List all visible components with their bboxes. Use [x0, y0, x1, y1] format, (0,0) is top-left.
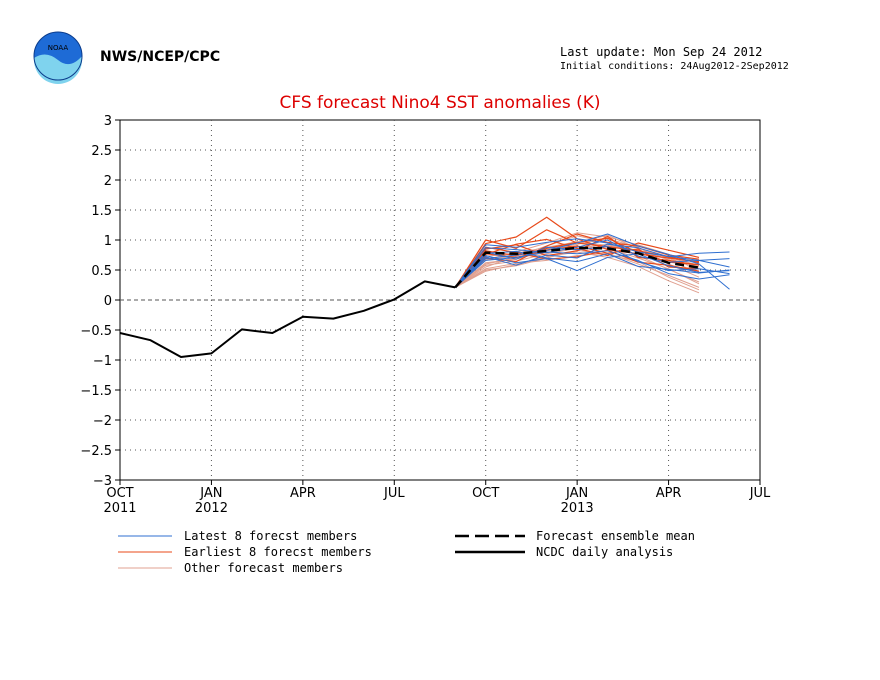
y-tick-label: 1 [104, 234, 112, 249]
ncdc-analysis-line [119, 280, 456, 358]
grid-layer [120, 120, 760, 480]
legend-label: Other forecast members [184, 561, 343, 575]
y-tick-label: −2.5 [80, 444, 112, 459]
latest-member-line [454, 233, 730, 290]
y-tick-label: 2 [104, 174, 112, 189]
last-update-text: Last update: Mon Sep 24 2012 [560, 45, 762, 59]
y-tick-label: −3 [93, 474, 112, 489]
latest-member-line [454, 238, 730, 288]
x-tick-label: OCT [106, 486, 133, 501]
y-tick-label: 2.5 [91, 144, 112, 159]
series-layer [119, 216, 730, 358]
y-tick-label: 3 [104, 114, 112, 129]
legend-label: Latest 8 forecst members [184, 529, 357, 543]
logo-ring [33, 31, 83, 81]
latest-member-line [454, 243, 730, 288]
y-tick-label: 1.5 [91, 204, 112, 219]
x-tick-year-label: 2012 [195, 501, 228, 516]
y-tick-label: −1.5 [80, 384, 112, 399]
x-tick-label: APR [290, 486, 316, 501]
ensemble-mean-line [454, 246, 700, 289]
legend: Latest 8 forecst members Earliest 8 forec… [118, 529, 695, 575]
x-tick-label: APR [656, 486, 682, 501]
agency-label: NWS/NCEP/CPC [100, 49, 220, 65]
x-tick-label: JAN [565, 486, 588, 501]
y-tick-label: 0 [104, 294, 112, 309]
logo-text: NOAA [48, 44, 69, 52]
y-tick-label: −2 [93, 414, 112, 429]
y-tick-label: −0.5 [80, 324, 112, 339]
chart-title: CFS forecast Nino4 SST anomalies (K) [279, 93, 600, 113]
latest-member-line [454, 239, 730, 288]
x-tick-year-label: 2013 [561, 501, 594, 516]
earliest-member-line [454, 238, 700, 288]
earliest-member-line [454, 245, 700, 288]
x-tick-year-label: 2011 [103, 501, 136, 516]
x-tick-label: JUL [383, 486, 405, 501]
legend-label: NCDC daily analysis [536, 545, 673, 559]
initial-conditions-text: Initial conditions: 24Aug2012-2Sep2012 [560, 61, 789, 72]
y-tick-label: 0.5 [91, 264, 112, 279]
legend-label: Forecast ensemble mean [536, 529, 695, 543]
plot-frame [119, 119, 761, 481]
x-tick-label: JUL [749, 486, 771, 501]
noaa-logo: NOAA [33, 31, 83, 84]
x-tick-label: JAN [199, 486, 222, 501]
axis-layer: 32.521.510.50−0.5−1−1.5−2−2.5−3OCT2011JA… [80, 114, 771, 516]
y-tick-label: −1 [93, 354, 112, 369]
earliest-member-line [454, 246, 700, 288]
legend-label: Earliest 8 forecst members [184, 545, 372, 559]
x-tick-label: OCT [472, 486, 499, 501]
latest-member-line [454, 250, 730, 288]
latest-member-line [454, 246, 730, 288]
